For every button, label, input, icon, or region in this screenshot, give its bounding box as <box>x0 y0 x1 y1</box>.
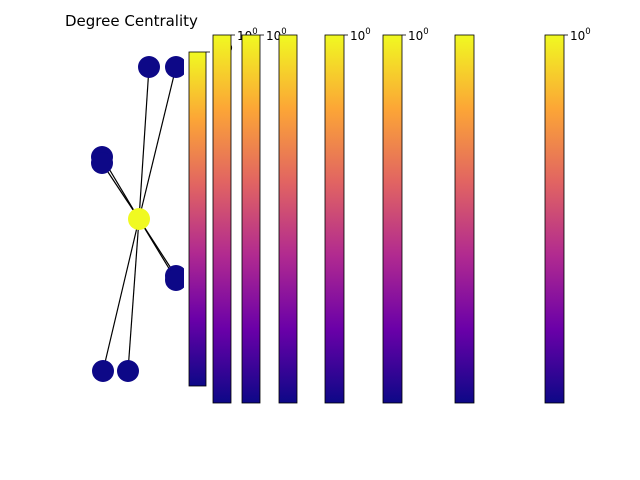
colorbar-5-tick-label: 100 <box>350 27 371 43</box>
colorbar-1-gradient <box>188 51 207 387</box>
colorbars: 100100100100100100 <box>188 27 591 404</box>
colorbar-8-gradient <box>544 34 565 404</box>
graph-node-bottom-b <box>117 360 139 382</box>
graph-node-center <box>128 208 150 230</box>
colorbar-4 <box>278 34 298 404</box>
graph-node-bottom-a <box>92 360 114 382</box>
colorbar-2-gradient <box>212 34 232 404</box>
colorbar-6: 100 <box>382 27 429 404</box>
colorbar-5-gradient <box>324 34 345 404</box>
colorbar-8: 100 <box>544 27 591 404</box>
graph-nodes <box>91 56 184 382</box>
graph-edge-center-bottom-a <box>102 218 140 372</box>
chart-title: Degree Centrality <box>65 12 198 30</box>
colorbar-6-tick-label: 100 <box>408 27 429 43</box>
graph-node-top-a <box>138 56 160 78</box>
colorbar-3-gradient <box>241 34 261 404</box>
colorbar-7-gradient <box>454 34 475 404</box>
graph-node-top-b <box>165 56 184 78</box>
graph-edge-center-bottom-b <box>127 218 140 372</box>
graph-node-left-b <box>91 152 113 174</box>
graph-edge-center-top-a <box>138 66 150 220</box>
colorbar-4-gradient <box>278 34 298 404</box>
colorbar-8-tick-label: 100 <box>570 27 591 43</box>
colorbar-6-gradient <box>382 34 403 404</box>
colorbar-3: 100 <box>241 27 287 404</box>
colorbar-3-tick-label: 100 <box>266 27 287 43</box>
graph-edge-center-left-b <box>101 162 140 220</box>
graph-edge-center-top-b <box>138 66 177 220</box>
colorbar-7 <box>454 34 475 404</box>
graph-node-right-b <box>165 269 184 291</box>
colorbar-5: 100 <box>324 27 371 404</box>
